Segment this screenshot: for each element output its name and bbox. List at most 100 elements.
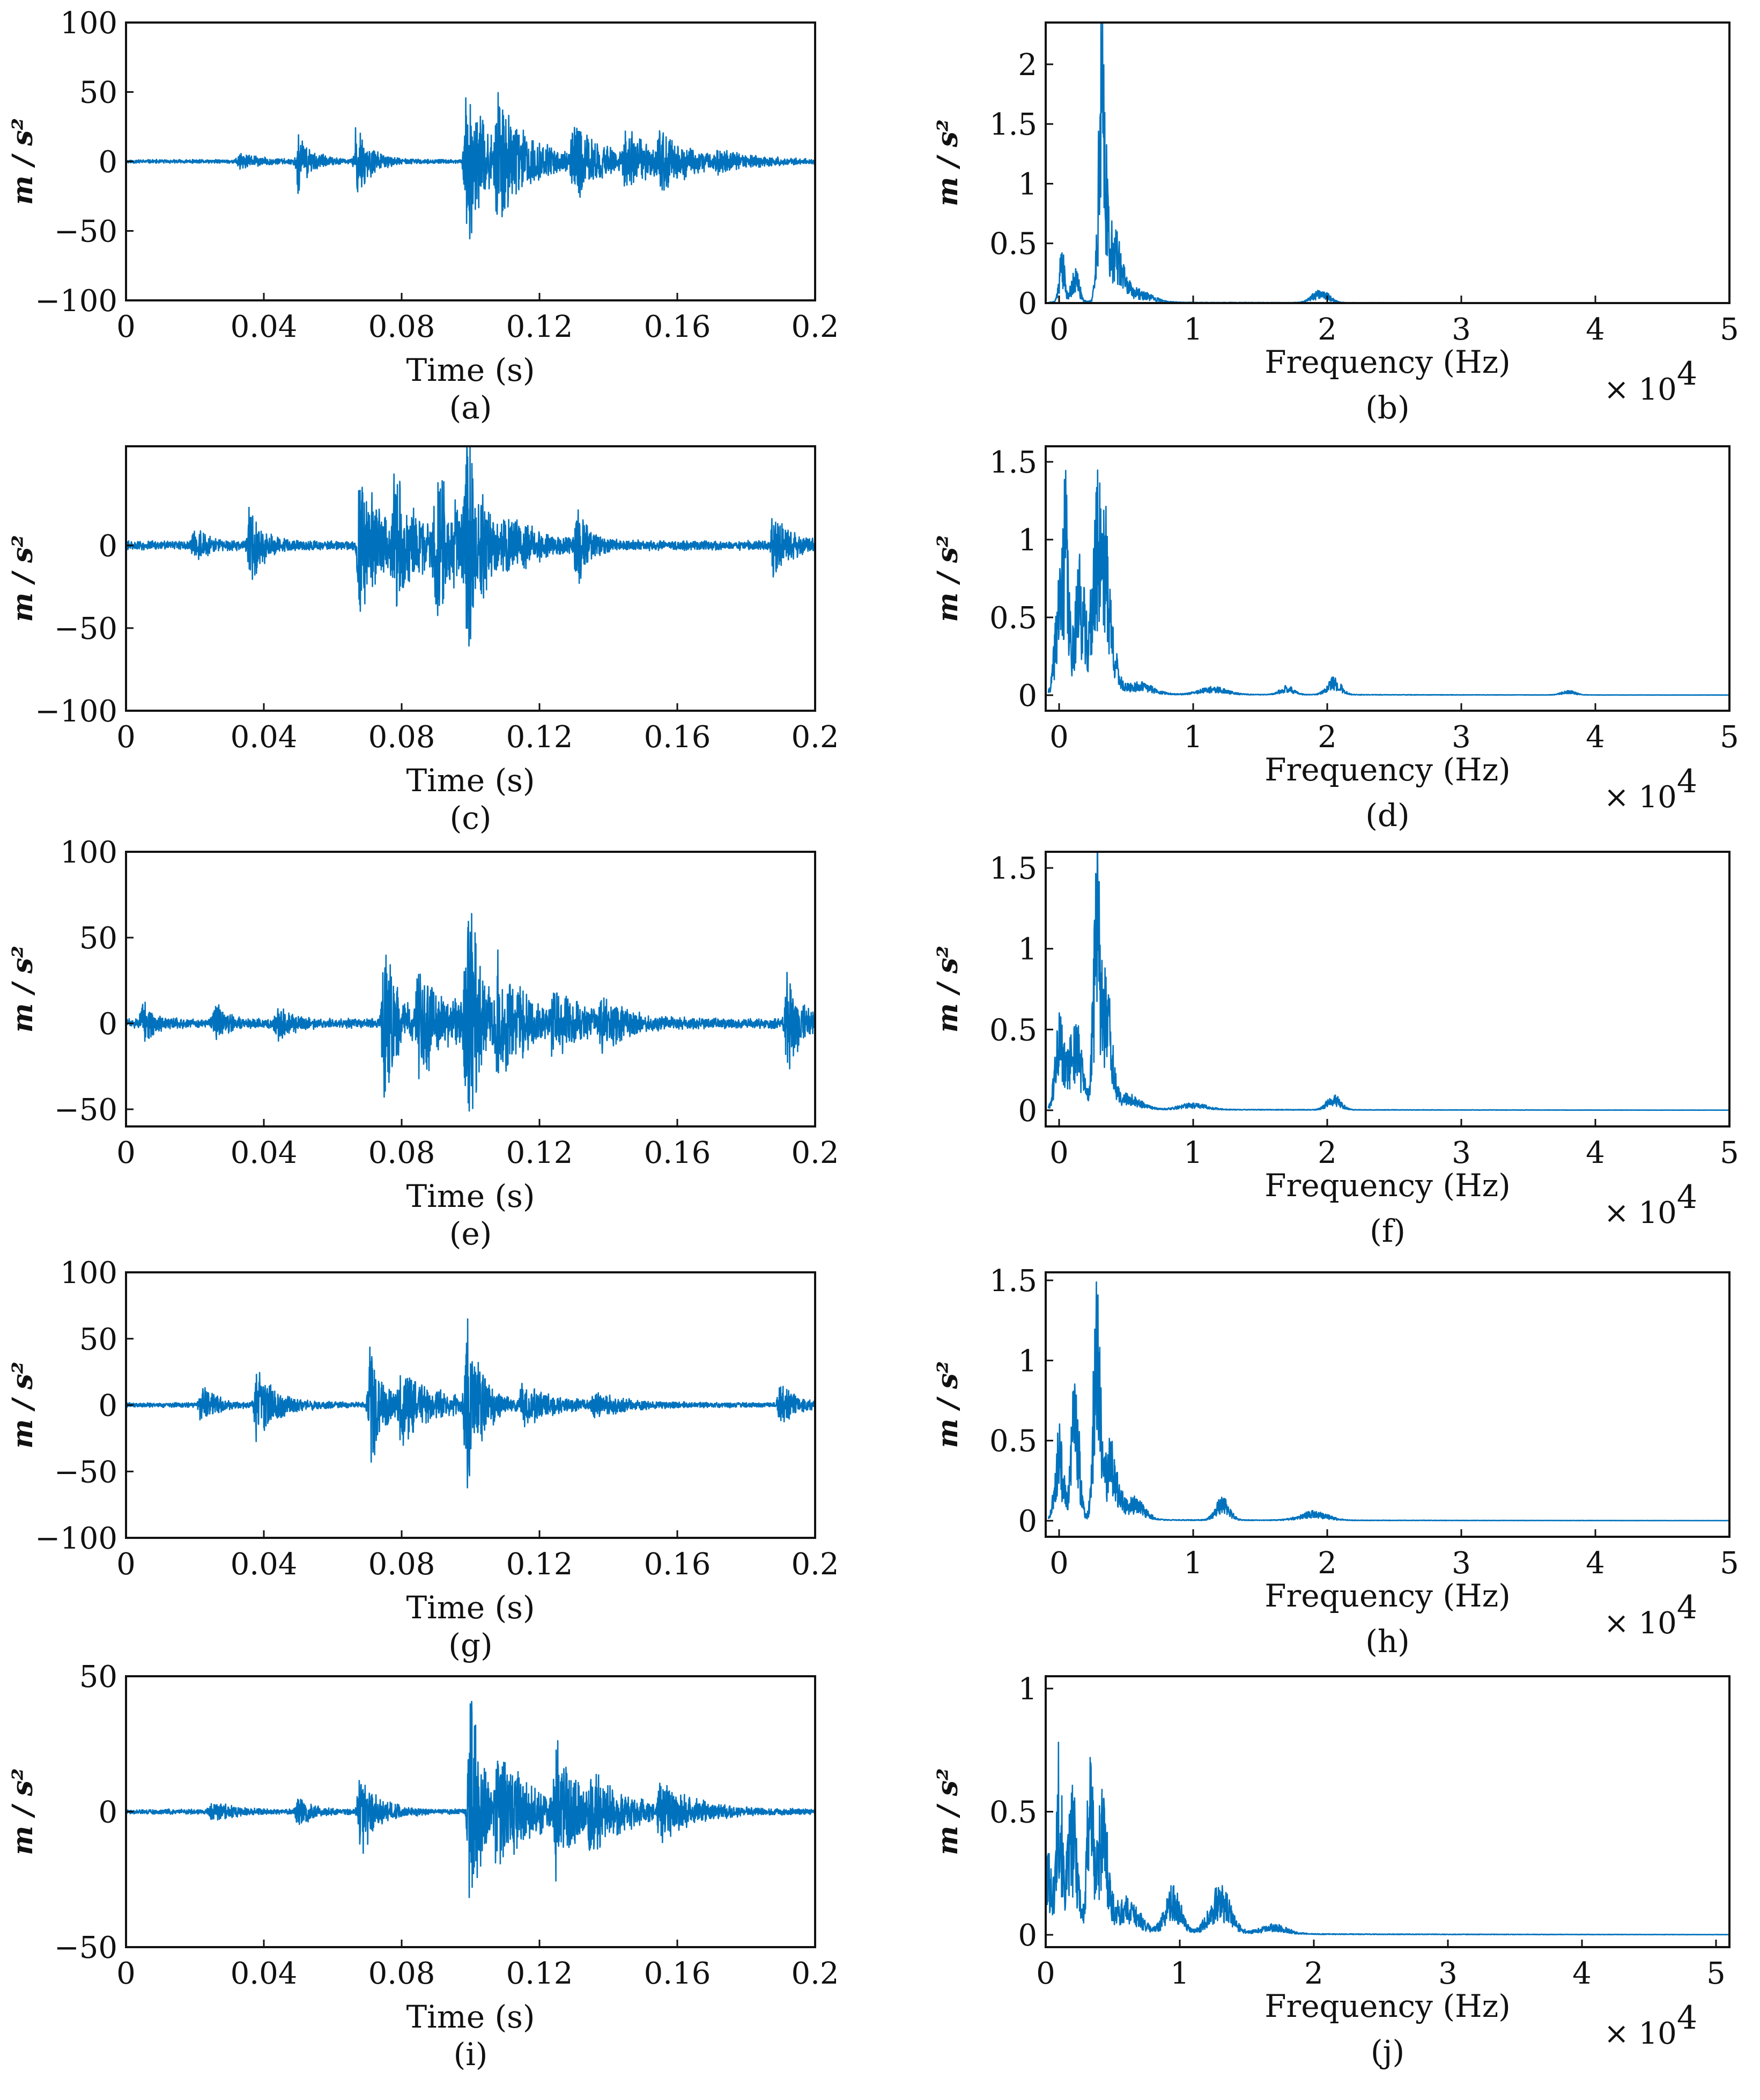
- y-tick-label: 50: [79, 1660, 117, 1694]
- signal-trace-i: [125, 1700, 816, 1898]
- x-tick-label: 0: [1049, 1136, 1069, 1170]
- panel-caption: (b): [1365, 389, 1409, 426]
- panel-caption: (a): [449, 389, 492, 426]
- y-tick-label: 0: [98, 145, 117, 180]
- x-tick-label: 0.04: [231, 1547, 298, 1582]
- plot-frame-h: [1045, 1271, 1731, 1538]
- y-axis-label: m / s²: [6, 1361, 39, 1448]
- x-axis-multiplier: × 104: [1604, 1999, 1697, 2051]
- y-tick-label: 100: [60, 6, 117, 41]
- y-tick-label: 0: [98, 1389, 117, 1424]
- x-axis-multiplier: × 104: [1604, 763, 1697, 815]
- panel-caption: (i): [454, 2036, 488, 2073]
- signal-trace-e: [125, 913, 816, 1112]
- panel-caption: (f): [1370, 1213, 1406, 1249]
- x-axis-label: Frequency (Hz): [1264, 1988, 1511, 2024]
- x-tick-label: 4: [1586, 1136, 1605, 1170]
- plot-frame-c: [125, 445, 816, 712]
- signal-trace-j: [1045, 1741, 1730, 1936]
- y-tick-label: 1.5: [989, 107, 1037, 142]
- y-tick-label: 0: [1018, 1504, 1037, 1539]
- y-axis-label: m / s²: [931, 535, 964, 622]
- x-tick-label: 0: [116, 720, 136, 755]
- x-tick-label: 0.16: [644, 310, 711, 344]
- y-axis-label: m / s²: [6, 118, 39, 205]
- y-tick-label: −100: [35, 1521, 117, 1556]
- panel-h: 0 1 2 3 4 5 0 0.5 1 1.5 Frequency (Hz) m / s² × 104 (…: [931, 1264, 1739, 1660]
- x-tick-label: 5: [1720, 312, 1739, 347]
- x-tick-label: 0.2: [791, 1956, 839, 1991]
- x-axis-label: Time (s): [406, 1589, 535, 1626]
- plot-frame-f: [1045, 851, 1731, 1128]
- y-axis-label: m / s²: [931, 946, 964, 1033]
- x-tick-label: 3: [1452, 312, 1471, 347]
- y-tick-label: 50: [79, 76, 117, 110]
- x-tick-label: 4: [1586, 720, 1605, 755]
- x-axis-label: Time (s): [406, 762, 535, 799]
- x-tick-label: 3: [1452, 1136, 1471, 1170]
- x-tick-label: 5: [1706, 1956, 1726, 1991]
- y-tick-label: −50: [54, 1455, 117, 1490]
- x-tick-label: 2: [1318, 312, 1337, 347]
- x-axis-label: Frequency (Hz): [1264, 751, 1511, 788]
- x-tick-label: 2: [1318, 1546, 1337, 1581]
- x-tick-label: 1: [1184, 720, 1203, 755]
- x-tick-label: 0.12: [506, 1956, 573, 1991]
- plot-frame-b: [1045, 21, 1731, 304]
- panel-d: 0 1 2 3 4 5 0 0.5 1 1.5 Frequency (Hz) m / s² × 104 (…: [931, 445, 1739, 834]
- x-tick-label: 0.16: [644, 1136, 711, 1170]
- x-axis-label: Time (s): [406, 1178, 535, 1214]
- x-tick-label: 5: [1720, 1546, 1739, 1581]
- y-tick-label: 1: [1018, 1344, 1037, 1379]
- x-axis-multiplier: × 104: [1604, 355, 1697, 407]
- signal-trace-c: [125, 445, 816, 647]
- x-tick-label: 3: [1452, 720, 1471, 755]
- x-tick-label: 0.08: [368, 720, 435, 755]
- y-tick-label: −50: [54, 611, 117, 646]
- panel-e: 0 0.04 0.08 0.12 0.16 0.2 −50 0 50 100 Time (s) m /…: [6, 835, 839, 1252]
- x-tick-label: 1: [1184, 1546, 1203, 1581]
- x-tick-label: 1: [1184, 312, 1203, 347]
- signal-trace-h: [1047, 1281, 1730, 1522]
- panel-caption: (c): [450, 800, 492, 836]
- x-tick-label: 0: [116, 1136, 136, 1170]
- signal-trace-d: [1047, 469, 1730, 696]
- x-tick-label: 0: [116, 310, 136, 344]
- x-tick-label: 0.16: [644, 1956, 711, 1991]
- y-tick-label: 0: [1018, 286, 1037, 321]
- x-tick-label: 0.08: [368, 1547, 435, 1582]
- x-tick-label: 5: [1720, 720, 1739, 755]
- panel-g: 0 0.04 0.08 0.12 0.16 0.2 −100 −50 0 50 100 Time (s…: [6, 1256, 839, 1663]
- y-tick-label: 1.5: [989, 445, 1037, 480]
- y-tick-label: 0: [1018, 679, 1037, 713]
- x-tick-label: 4: [1586, 1546, 1605, 1581]
- x-axis-label: Time (s): [406, 352, 535, 388]
- x-tick-label: 0.12: [506, 720, 573, 755]
- x-tick-label: 0: [116, 1547, 136, 1582]
- x-tick-label: 0: [116, 1956, 136, 1991]
- panel-a: 0 0.04 0.08 0.12 0.16 0.2 −100 −50 0 50 100 Time (s…: [6, 6, 839, 426]
- y-tick-label: 50: [79, 921, 117, 956]
- y-tick-label: 1: [1018, 932, 1037, 967]
- x-axis-label: Time (s): [406, 1999, 535, 2035]
- x-axis-multiplier: × 104: [1604, 1178, 1697, 1230]
- panel-caption: (h): [1365, 1623, 1410, 1660]
- x-tick-label: 0.08: [368, 1956, 435, 1991]
- panel-c: 0 0.04 0.08 0.12 0.16 0.2 −100 −50 0 Time (s) m / …: [6, 445, 839, 836]
- x-tick-label: 4: [1586, 312, 1605, 347]
- y-tick-label: 2: [1018, 48, 1037, 83]
- x-tick-label: 3: [1438, 1956, 1458, 1991]
- x-tick-label: 0.08: [368, 310, 435, 344]
- x-tick-label: 0.2: [791, 310, 839, 344]
- x-tick-label: 5: [1720, 1136, 1739, 1170]
- y-tick-label: 0.5: [989, 1795, 1037, 1830]
- x-tick-label: 4: [1572, 1956, 1592, 1991]
- y-tick-label: 0.5: [989, 1424, 1037, 1459]
- y-tick-label: 0: [1018, 1094, 1037, 1129]
- x-tick-label: 0.04: [231, 1136, 298, 1170]
- x-tick-label: 3: [1452, 1546, 1471, 1581]
- panel-caption: (g): [448, 1627, 492, 1663]
